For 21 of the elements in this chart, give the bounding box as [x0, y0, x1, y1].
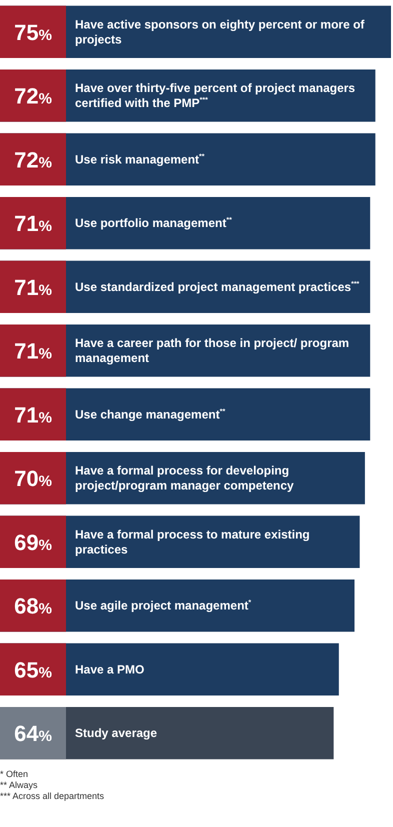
y-tick-label: Have a formal process for developing project/program manager competency: [75, 464, 294, 493]
y-tick-label: Have active sponsors on eighty percent or more of projects: [75, 17, 366, 46]
text: *** Across all departments: [0, 791, 106, 802]
y-tick-label: Have a career path for those in project/ program management: [75, 336, 350, 366]
data-label: 71%: [14, 274, 52, 300]
data-label: 68%: [14, 594, 52, 619]
data-label: 71%: [14, 338, 52, 364]
data-label: 64%: [14, 721, 52, 746]
data-label: 71%: [14, 402, 52, 428]
data-label: 75%: [14, 20, 52, 45]
data-label: 71%: [14, 211, 52, 236]
data-label: 65%: [14, 657, 52, 682]
data-label: 72%: [14, 84, 52, 109]
text: * Often: [0, 769, 30, 780]
y-tick-label: Have a formal process to mature existing practices: [75, 527, 310, 556]
text: ** Always: [0, 780, 39, 791]
data-label: 72%: [14, 147, 52, 172]
y-tick-label: Study average: [75, 726, 158, 740]
y-tick-label: Have a PMO: [75, 662, 144, 676]
data-label: 69%: [14, 530, 52, 555]
data-label: 70%: [14, 466, 52, 492]
